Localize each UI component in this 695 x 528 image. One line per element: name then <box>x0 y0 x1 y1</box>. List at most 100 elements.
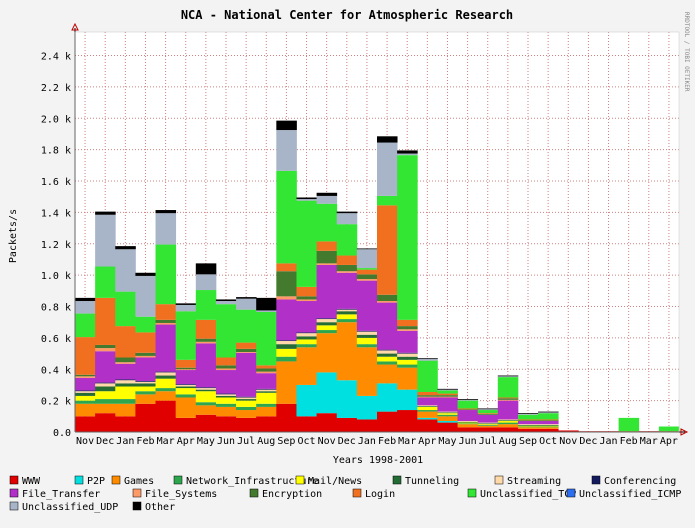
bar-segment <box>457 399 479 400</box>
bar-segment <box>155 375 177 379</box>
bar-segment <box>175 370 197 385</box>
x-tick-label: Sep <box>277 436 295 447</box>
bar-segment <box>457 421 479 422</box>
bar-segment <box>215 393 237 395</box>
bar-segment <box>377 195 398 206</box>
bar-segment <box>115 246 136 250</box>
bar-segment <box>256 373 277 389</box>
legend-label: Streaming <box>507 476 561 487</box>
bar-segment <box>95 266 116 298</box>
bar-segment <box>215 368 237 371</box>
bar-segment <box>517 420 539 422</box>
legend-swatch <box>9 488 19 498</box>
rrdtool-credit: RRDTOOL / TOBI OETIKER <box>683 12 690 92</box>
bar-segment <box>256 368 277 372</box>
bar-segment <box>477 423 499 425</box>
bar-segment <box>135 272 156 276</box>
y-axis-label: Packets/s <box>8 209 19 263</box>
bar-segment <box>538 425 559 427</box>
bar-segment <box>477 413 499 414</box>
bar-segment <box>276 120 297 131</box>
bar-segment <box>316 333 338 373</box>
bar-segment <box>155 304 177 320</box>
bar-segment <box>95 344 116 349</box>
bar-segment <box>538 412 559 414</box>
bar-segment <box>517 424 539 425</box>
x-tick-label: Mar <box>157 436 175 447</box>
bar-segment <box>538 424 559 425</box>
bar-segment <box>397 364 418 368</box>
bar-segment <box>316 203 338 242</box>
bar-segment <box>195 274 217 291</box>
bar-segment <box>336 380 358 418</box>
bar-segment <box>517 425 539 427</box>
bar-segment <box>437 416 458 422</box>
bar-segment <box>95 391 116 400</box>
bar-segment <box>336 314 358 320</box>
bar-segment <box>538 419 559 421</box>
x-axis-label: Years 1998-2001 <box>333 455 423 466</box>
bar-segment <box>316 322 338 326</box>
bar-segment <box>437 421 458 423</box>
bar-segment <box>155 244 177 305</box>
bar-segment <box>95 348 116 352</box>
x-tick-label: May <box>438 436 456 447</box>
bar-segment <box>175 367 197 370</box>
bar-segment <box>316 195 338 204</box>
bar-segment <box>155 391 177 401</box>
y-tick-label: 0.0 <box>53 428 71 439</box>
legend-swatch <box>494 475 504 485</box>
bar-segment <box>115 357 136 363</box>
bar-segment <box>95 297 116 345</box>
bar-segment <box>135 394 156 404</box>
x-tick-label: Jul <box>237 436 255 447</box>
bar-segment <box>95 382 116 384</box>
bar-segment <box>377 356 398 362</box>
bar-segment <box>477 425 499 428</box>
legend-label: Tunneling <box>405 476 459 487</box>
bar-segment <box>95 403 116 414</box>
bar-segment <box>215 395 237 398</box>
bar-segment <box>95 413 116 432</box>
bar-segment <box>75 403 96 417</box>
bar-segment <box>477 424 499 425</box>
bar-segment <box>175 384 197 387</box>
legend-label: Games <box>124 476 154 487</box>
bar-segment <box>135 386 156 392</box>
bar-segment <box>135 391 156 395</box>
bar-segment <box>195 387 217 389</box>
bar-segment <box>276 348 297 357</box>
bar-segment <box>397 319 418 327</box>
bar-segment <box>457 424 479 428</box>
bar-segment <box>397 155 418 320</box>
y-tick-label: 2.0 k <box>41 114 71 125</box>
legend-swatch <box>392 475 402 485</box>
legend-label: Encryption <box>262 489 322 500</box>
bar-segment <box>356 249 378 269</box>
bar-segment <box>236 297 257 299</box>
y-axis-arrow <box>71 22 79 31</box>
bar-segment <box>356 280 378 331</box>
bar-segment <box>215 299 237 302</box>
bar-segment <box>457 421 479 423</box>
bar-segment <box>135 316 156 333</box>
bar-segment <box>115 379 136 381</box>
bar-segment <box>336 271 358 273</box>
bar-segment <box>155 372 177 376</box>
legend-swatch <box>74 475 84 485</box>
bar-segment <box>215 394 237 396</box>
bar-segment <box>336 272 358 309</box>
bar-segment <box>256 312 277 366</box>
bar-segment <box>296 301 317 333</box>
bar-segment <box>155 378 177 389</box>
x-tick-label: Feb <box>620 436 638 447</box>
bar-segment <box>215 301 237 305</box>
bar-segment <box>377 142 398 196</box>
bar-segment <box>397 353 418 357</box>
legend-label: Other <box>145 502 175 513</box>
bar-segment <box>236 352 257 353</box>
bar-segment <box>115 386 136 400</box>
bar-segment <box>397 367 418 390</box>
bar-segment <box>356 274 378 280</box>
